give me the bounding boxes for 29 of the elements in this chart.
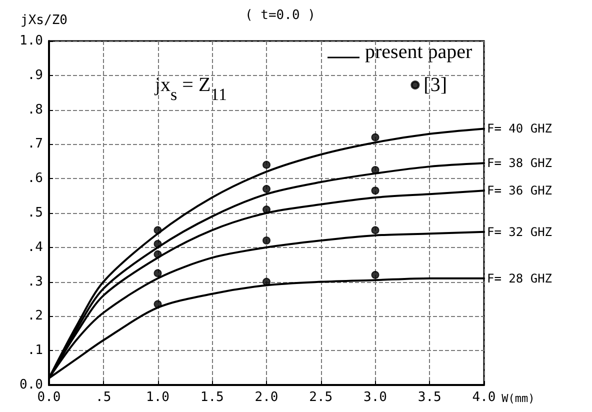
- y-tick-label: .5: [27, 206, 43, 220]
- series-label: F= 38 GHZ: [487, 156, 552, 170]
- y-tick-label: 0.0: [20, 378, 43, 392]
- x-axis-title: W(mm): [502, 392, 535, 405]
- y-tick-label: .4: [27, 240, 44, 255]
- series-label: F= 40 GHZ: [487, 122, 552, 136]
- series-label: F= 36 GHZ: [487, 184, 552, 198]
- y-tick-label: .7: [27, 136, 43, 152]
- y-tick-label: .9: [27, 68, 43, 83]
- x-tick-label: 3.0: [364, 390, 387, 405]
- legend-label: [3]: [424, 74, 448, 96]
- x-tick-label: 1.0: [146, 390, 170, 405]
- y-tick-label: .1: [27, 343, 43, 358]
- y-tick-label: .3: [27, 274, 43, 290]
- x-tick-label: .5: [96, 390, 112, 405]
- x-tick-label: 4.0: [472, 390, 496, 405]
- y-tick-label: .6: [27, 171, 43, 186]
- x-tick-label: 1.5: [200, 390, 224, 405]
- x-tick-label: 3.5: [418, 390, 442, 405]
- x-tick-label: 2.5: [309, 390, 333, 405]
- x-tick-label: 2.0: [254, 390, 278, 405]
- y-tick-label: 1.0: [20, 34, 43, 48]
- series-label: F= 32 GHZ: [487, 224, 552, 239]
- y-tick-label: .8: [27, 102, 43, 118]
- chart-title: ( t=0.0 ): [245, 8, 316, 23]
- y-tick-label: .2: [27, 308, 43, 324]
- x-tick-label: 0.0: [37, 390, 61, 405]
- y-axis-title: jXs/Z0: [20, 13, 68, 28]
- series-label: F= 28 GHZ: [487, 271, 552, 286]
